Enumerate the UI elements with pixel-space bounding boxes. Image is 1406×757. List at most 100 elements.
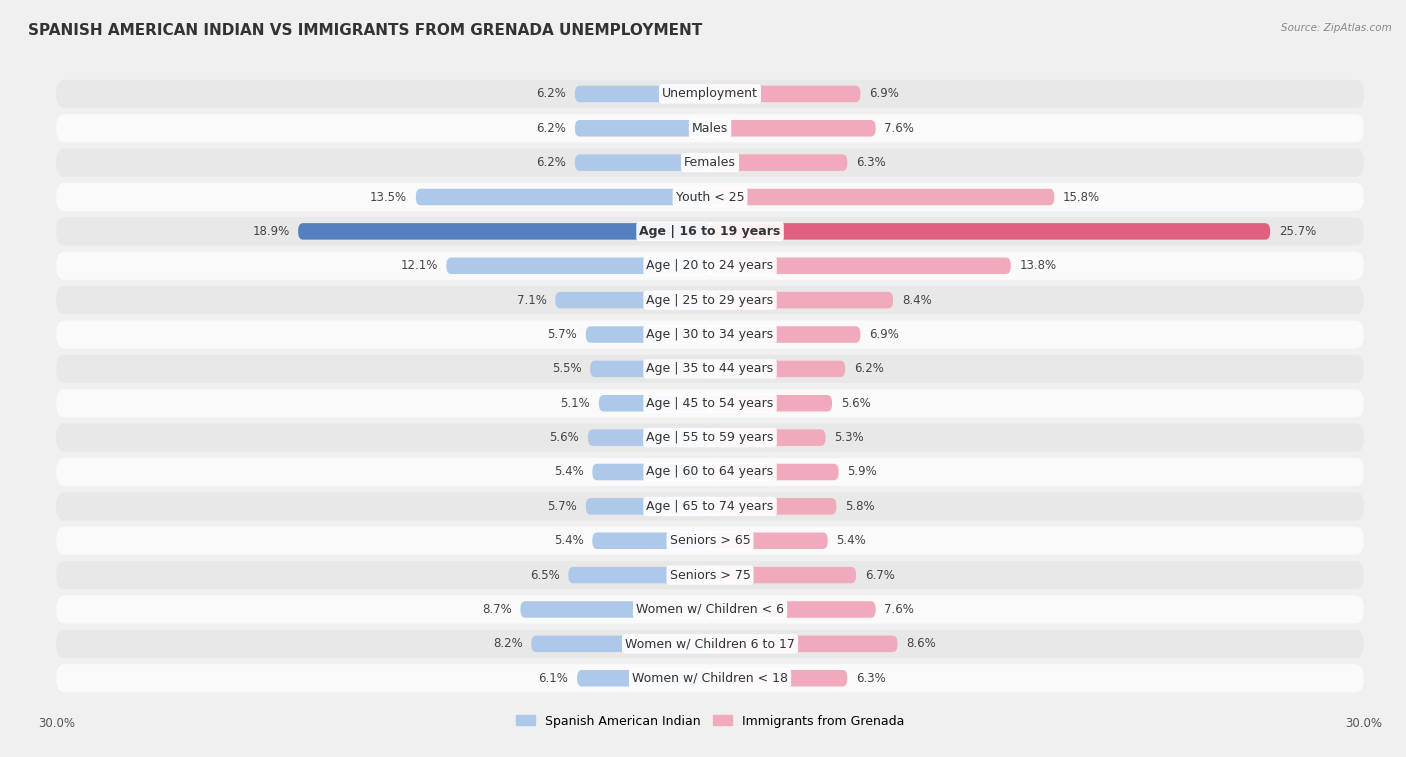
FancyBboxPatch shape xyxy=(710,498,837,515)
FancyBboxPatch shape xyxy=(56,389,1364,417)
FancyBboxPatch shape xyxy=(710,223,1270,240)
Text: 5.4%: 5.4% xyxy=(554,534,583,547)
FancyBboxPatch shape xyxy=(710,154,848,171)
Text: 6.2%: 6.2% xyxy=(536,87,567,101)
Text: 5.5%: 5.5% xyxy=(551,363,582,375)
FancyBboxPatch shape xyxy=(531,636,710,652)
Text: 8.2%: 8.2% xyxy=(494,637,523,650)
FancyBboxPatch shape xyxy=(591,360,710,377)
FancyBboxPatch shape xyxy=(710,464,838,480)
FancyBboxPatch shape xyxy=(575,86,710,102)
FancyBboxPatch shape xyxy=(56,217,1364,245)
Text: Unemployment: Unemployment xyxy=(662,87,758,101)
FancyBboxPatch shape xyxy=(56,114,1364,142)
Text: Age | 35 to 44 years: Age | 35 to 44 years xyxy=(647,363,773,375)
Text: Age | 25 to 29 years: Age | 25 to 29 years xyxy=(647,294,773,307)
Text: 5.8%: 5.8% xyxy=(845,500,875,513)
Text: Seniors > 65: Seniors > 65 xyxy=(669,534,751,547)
Text: Age | 65 to 74 years: Age | 65 to 74 years xyxy=(647,500,773,513)
Text: 7.1%: 7.1% xyxy=(517,294,547,307)
FancyBboxPatch shape xyxy=(710,326,860,343)
FancyBboxPatch shape xyxy=(56,355,1364,383)
FancyBboxPatch shape xyxy=(56,148,1364,176)
FancyBboxPatch shape xyxy=(575,120,710,136)
Text: 6.9%: 6.9% xyxy=(869,328,898,341)
Text: Seniors > 75: Seniors > 75 xyxy=(669,569,751,581)
Text: Age | 45 to 54 years: Age | 45 to 54 years xyxy=(647,397,773,410)
FancyBboxPatch shape xyxy=(710,395,832,412)
FancyBboxPatch shape xyxy=(710,120,876,136)
Text: 6.2%: 6.2% xyxy=(536,122,567,135)
FancyBboxPatch shape xyxy=(520,601,710,618)
Text: 5.1%: 5.1% xyxy=(561,397,591,410)
Text: Source: ZipAtlas.com: Source: ZipAtlas.com xyxy=(1281,23,1392,33)
FancyBboxPatch shape xyxy=(588,429,710,446)
FancyBboxPatch shape xyxy=(56,561,1364,589)
Text: Age | 55 to 59 years: Age | 55 to 59 years xyxy=(647,431,773,444)
FancyBboxPatch shape xyxy=(710,567,856,584)
Text: 6.2%: 6.2% xyxy=(536,156,567,169)
Text: Women w/ Children < 18: Women w/ Children < 18 xyxy=(633,671,787,685)
Text: SPANISH AMERICAN INDIAN VS IMMIGRANTS FROM GRENADA UNEMPLOYMENT: SPANISH AMERICAN INDIAN VS IMMIGRANTS FR… xyxy=(28,23,703,38)
FancyBboxPatch shape xyxy=(586,498,710,515)
FancyBboxPatch shape xyxy=(555,292,710,308)
Text: 6.5%: 6.5% xyxy=(530,569,560,581)
FancyBboxPatch shape xyxy=(575,154,710,171)
Text: 6.1%: 6.1% xyxy=(538,671,568,685)
FancyBboxPatch shape xyxy=(56,458,1364,486)
Text: 8.7%: 8.7% xyxy=(482,603,512,616)
FancyBboxPatch shape xyxy=(56,320,1364,349)
Text: Females: Females xyxy=(685,156,735,169)
Text: 13.5%: 13.5% xyxy=(370,191,408,204)
Text: 5.7%: 5.7% xyxy=(547,328,576,341)
FancyBboxPatch shape xyxy=(710,670,848,687)
FancyBboxPatch shape xyxy=(710,292,893,308)
Text: Youth < 25: Youth < 25 xyxy=(676,191,744,204)
Text: 5.7%: 5.7% xyxy=(547,500,576,513)
Text: 18.9%: 18.9% xyxy=(252,225,290,238)
Text: 6.3%: 6.3% xyxy=(856,156,886,169)
Text: 12.1%: 12.1% xyxy=(401,259,437,273)
Text: 7.6%: 7.6% xyxy=(884,122,914,135)
FancyBboxPatch shape xyxy=(710,257,1011,274)
FancyBboxPatch shape xyxy=(56,79,1364,108)
FancyBboxPatch shape xyxy=(592,464,710,480)
FancyBboxPatch shape xyxy=(599,395,710,412)
Text: 6.2%: 6.2% xyxy=(853,363,884,375)
Legend: Spanish American Indian, Immigrants from Grenada: Spanish American Indian, Immigrants from… xyxy=(510,710,910,733)
Text: Age | 30 to 34 years: Age | 30 to 34 years xyxy=(647,328,773,341)
FancyBboxPatch shape xyxy=(56,251,1364,280)
Text: 5.9%: 5.9% xyxy=(848,466,877,478)
FancyBboxPatch shape xyxy=(710,86,860,102)
FancyBboxPatch shape xyxy=(56,423,1364,452)
Text: Males: Males xyxy=(692,122,728,135)
Text: 6.9%: 6.9% xyxy=(869,87,898,101)
FancyBboxPatch shape xyxy=(56,183,1364,211)
FancyBboxPatch shape xyxy=(56,664,1364,693)
Text: 8.4%: 8.4% xyxy=(901,294,932,307)
FancyBboxPatch shape xyxy=(710,532,828,549)
Text: 6.7%: 6.7% xyxy=(865,569,894,581)
Text: 13.8%: 13.8% xyxy=(1019,259,1057,273)
Text: 6.3%: 6.3% xyxy=(856,671,886,685)
Text: 5.6%: 5.6% xyxy=(841,397,870,410)
Text: 8.6%: 8.6% xyxy=(905,637,936,650)
Text: 15.8%: 15.8% xyxy=(1063,191,1101,204)
Text: Women w/ Children < 6: Women w/ Children < 6 xyxy=(636,603,785,616)
FancyBboxPatch shape xyxy=(710,636,897,652)
FancyBboxPatch shape xyxy=(56,492,1364,521)
FancyBboxPatch shape xyxy=(56,630,1364,658)
FancyBboxPatch shape xyxy=(56,596,1364,624)
FancyBboxPatch shape xyxy=(446,257,710,274)
Text: 7.6%: 7.6% xyxy=(884,603,914,616)
FancyBboxPatch shape xyxy=(56,527,1364,555)
FancyBboxPatch shape xyxy=(568,567,710,584)
FancyBboxPatch shape xyxy=(576,670,710,687)
Text: 25.7%: 25.7% xyxy=(1279,225,1316,238)
FancyBboxPatch shape xyxy=(710,360,845,377)
Text: 5.6%: 5.6% xyxy=(550,431,579,444)
FancyBboxPatch shape xyxy=(710,188,1054,205)
Text: Age | 20 to 24 years: Age | 20 to 24 years xyxy=(647,259,773,273)
Text: Women w/ Children 6 to 17: Women w/ Children 6 to 17 xyxy=(626,637,794,650)
FancyBboxPatch shape xyxy=(416,188,710,205)
